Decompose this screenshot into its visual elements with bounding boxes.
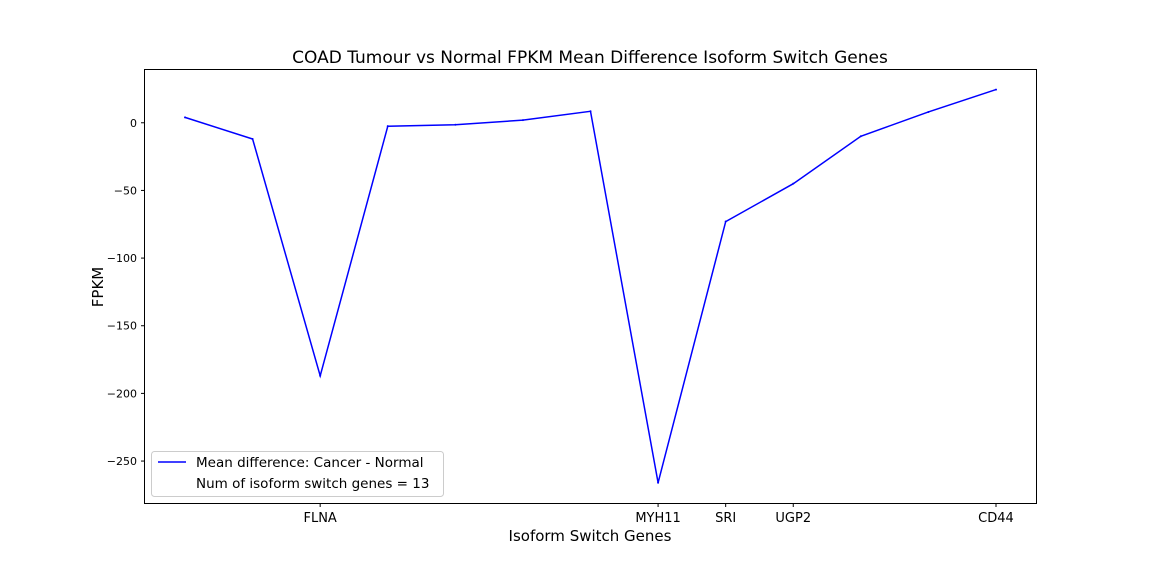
y-tick-label: −200 <box>107 387 137 400</box>
x-tick-label: MYH11 <box>635 511 680 526</box>
data-point <box>657 481 660 484</box>
legend-box <box>151 451 444 497</box>
data-point <box>454 123 457 126</box>
y-tick-label: −100 <box>107 252 137 265</box>
y-axis-label: FPKM <box>89 267 107 307</box>
data-point <box>995 88 997 91</box>
data-point <box>927 110 930 113</box>
x-tick-label: UGP2 <box>775 511 811 526</box>
y-tick-label: −50 <box>114 184 137 197</box>
data-point <box>251 138 254 141</box>
x-axis: FLNA MYH11 SRI UGP2 CD44 <box>303 503 1014 526</box>
data-point <box>792 182 795 185</box>
x-axis-label: Isoform Switch Genes <box>509 527 672 545</box>
data-point <box>724 220 727 223</box>
data-point <box>319 374 322 377</box>
series-line-mean-difference <box>184 88 997 483</box>
x-tick-label: SRI <box>715 511 736 526</box>
data-point <box>184 116 186 119</box>
data-point <box>859 135 862 138</box>
legend-entry-count: Num of isoform switch genes = 13 <box>196 476 429 492</box>
legend-entry-series: Mean difference: Cancer - Normal <box>196 455 424 471</box>
data-point <box>521 119 524 122</box>
x-tick-label: CD44 <box>978 511 1014 526</box>
y-tick-label: −150 <box>107 320 137 333</box>
y-tick-label: 0 <box>130 117 137 130</box>
data-point <box>386 125 389 128</box>
legend: Mean difference: Cancer - Normal Num of … <box>151 451 444 497</box>
data-point <box>589 110 592 113</box>
x-tick-label: FLNA <box>303 511 336 526</box>
series-points <box>184 88 997 484</box>
y-tick-label: −250 <box>107 455 137 468</box>
y-axis: 0 −50 −100 −150 −200 −250 <box>107 117 145 468</box>
chart-title: COAD Tumour vs Normal FPKM Mean Differen… <box>292 48 888 68</box>
plot-area <box>144 69 1037 504</box>
